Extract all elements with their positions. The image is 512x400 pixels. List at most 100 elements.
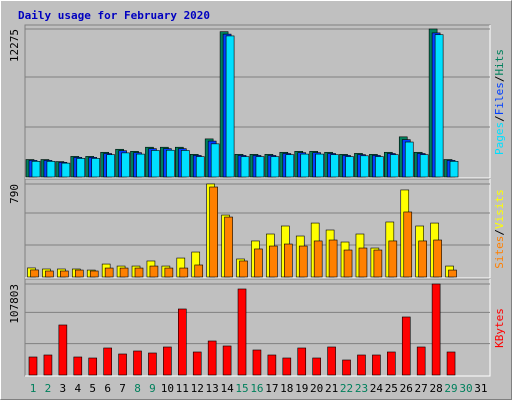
bar <box>195 156 205 178</box>
bar <box>74 269 84 278</box>
x-tick-label: 11 <box>176 382 189 395</box>
bar <box>434 34 444 178</box>
x-tick-label: 30 <box>459 382 472 395</box>
x-tick-label: 28 <box>429 382 442 395</box>
bar <box>360 155 369 178</box>
x-tick-label: 5 <box>89 382 96 395</box>
bar <box>330 154 339 178</box>
bar <box>222 345 232 376</box>
x-tick-label: 4 <box>74 382 81 395</box>
bar <box>104 267 114 278</box>
bar <box>148 352 157 376</box>
x-tick-label: 24 <box>370 382 384 395</box>
legend: KBytes <box>493 308 506 348</box>
bar <box>448 269 457 278</box>
bar <box>179 267 189 278</box>
legend-separator: / <box>493 76 506 83</box>
bar <box>372 354 381 376</box>
x-tick-label: 17 <box>265 382 278 395</box>
bar <box>313 240 323 278</box>
bar <box>43 354 53 376</box>
x-tick-label: 21 <box>325 382 338 395</box>
bar <box>343 249 353 278</box>
x-tick-label: 1 <box>30 382 37 395</box>
bar <box>267 354 277 376</box>
bar <box>58 324 68 376</box>
bar <box>373 249 383 278</box>
bar <box>133 350 142 376</box>
legend-entry: Sites <box>493 236 506 269</box>
y-tick-label: 790 <box>8 184 21 204</box>
x-tick-label: 12 <box>191 382 204 395</box>
legend-separator: / <box>493 229 506 236</box>
x-tick-label: 2 <box>45 382 52 395</box>
bar <box>358 247 368 278</box>
x-tick-label: 9 <box>149 382 156 395</box>
bar <box>76 158 86 178</box>
x-tick-label: 10 <box>161 382 174 395</box>
x-tick-label: 18 <box>280 382 293 395</box>
bar <box>403 211 413 278</box>
bar <box>328 239 338 278</box>
bar <box>298 245 308 278</box>
bar <box>225 35 235 178</box>
legend-entry: Visits <box>493 189 506 229</box>
y-tick-label: 107803 <box>8 284 21 324</box>
x-tick-label: 3 <box>60 382 67 395</box>
bar <box>300 153 310 178</box>
bar <box>73 356 83 376</box>
bar <box>178 308 187 376</box>
bar <box>106 154 115 178</box>
bar <box>446 351 456 376</box>
bar <box>224 216 233 278</box>
bar <box>194 264 204 278</box>
panel-edge <box>25 179 491 279</box>
bar <box>210 143 220 178</box>
bar <box>282 357 292 376</box>
bar <box>103 347 112 376</box>
bar <box>315 153 324 178</box>
x-tick-label: 7 <box>119 382 126 395</box>
bar <box>416 346 426 376</box>
x-tick-label: 22 <box>340 382 353 395</box>
y-tick-label: 12275 <box>8 29 21 62</box>
bar <box>419 154 429 178</box>
bar <box>88 357 98 376</box>
bar <box>285 154 295 178</box>
bar <box>297 347 307 376</box>
bar <box>30 269 39 278</box>
bar <box>375 156 384 178</box>
x-tick-label: 23 <box>355 382 368 395</box>
bar <box>121 152 130 178</box>
bar <box>401 316 411 376</box>
bar <box>134 267 144 278</box>
bar <box>357 354 366 376</box>
bar <box>151 150 160 178</box>
legend: Pages/Files/Hits <box>493 49 506 155</box>
x-tick-label: 16 <box>250 382 263 395</box>
bar <box>209 186 218 278</box>
x-tick-label: 19 <box>295 382 308 395</box>
bar <box>136 153 145 178</box>
x-tick-label: 6 <box>104 382 111 395</box>
bar <box>89 270 99 278</box>
bar <box>433 239 442 278</box>
bar <box>240 156 250 178</box>
legend-entry: Hits <box>493 49 506 76</box>
x-tick-label: 14 <box>220 382 234 395</box>
x-tick-label: 26 <box>400 382 413 395</box>
bar <box>342 359 351 376</box>
bar <box>181 150 190 178</box>
bar <box>163 346 172 376</box>
bar <box>431 283 441 376</box>
legend-entry: KBytes <box>493 308 506 348</box>
x-tick-label: 25 <box>385 382 398 395</box>
bar <box>255 156 265 178</box>
bar <box>388 240 398 278</box>
panel-edge <box>25 25 491 179</box>
bar <box>119 267 129 278</box>
bar <box>46 161 56 178</box>
bar <box>237 288 247 376</box>
bar <box>418 240 427 278</box>
